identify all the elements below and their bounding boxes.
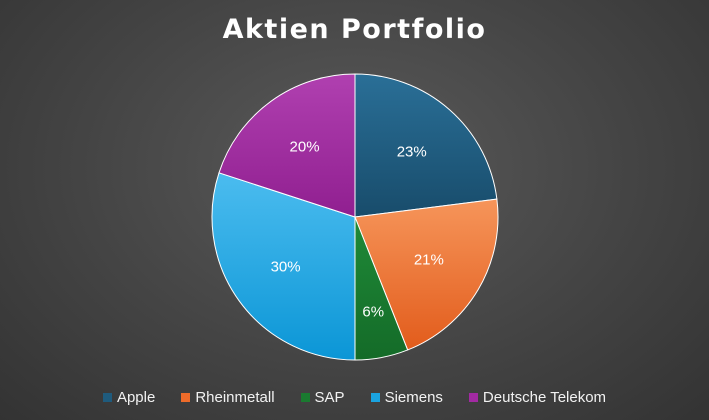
legend-label: SAP [314, 389, 345, 406]
pie-slice-apple [354, 73, 498, 218]
pie-label-sap: 6% [362, 303, 384, 320]
pie-label-rheinmetall: 21% [414, 252, 444, 269]
legend-item-siemens: Siemens [370, 389, 443, 406]
legend-swatch [370, 393, 380, 402]
legend-swatch [102, 393, 112, 402]
pie-label-deutsche-telekom: 20% [290, 139, 320, 156]
pie-label-apple: 23% [397, 144, 427, 161]
legend-item-sap: SAP [300, 389, 345, 406]
legend-swatch [181, 393, 191, 402]
pie-slice-siemens [211, 172, 356, 361]
legend-label: Deutsche Telekom [482, 389, 607, 406]
pie-label-siemens: 30% [271, 258, 301, 275]
legend-item-rheinmetall: Rheinmetall [181, 389, 275, 406]
chart-title: Aktien Portfolio [222, 14, 487, 45]
legend-label: Apple [116, 389, 156, 406]
pie-slice-deutsche-telekom [218, 73, 356, 218]
legend-swatch [300, 393, 310, 402]
legend-label: Rheinmetall [195, 389, 275, 406]
legend-item-deutsche-telekom: Deutsche Telekom [468, 389, 607, 406]
pie-slice-rheinmetall [354, 198, 499, 351]
legend: Apple Rheinmetall SAP Siemens Deutsche Telek… [0, 389, 709, 406]
legend-swatch [468, 393, 478, 402]
legend-label: Siemens [384, 389, 443, 406]
legend-item-apple: Apple [102, 389, 156, 406]
